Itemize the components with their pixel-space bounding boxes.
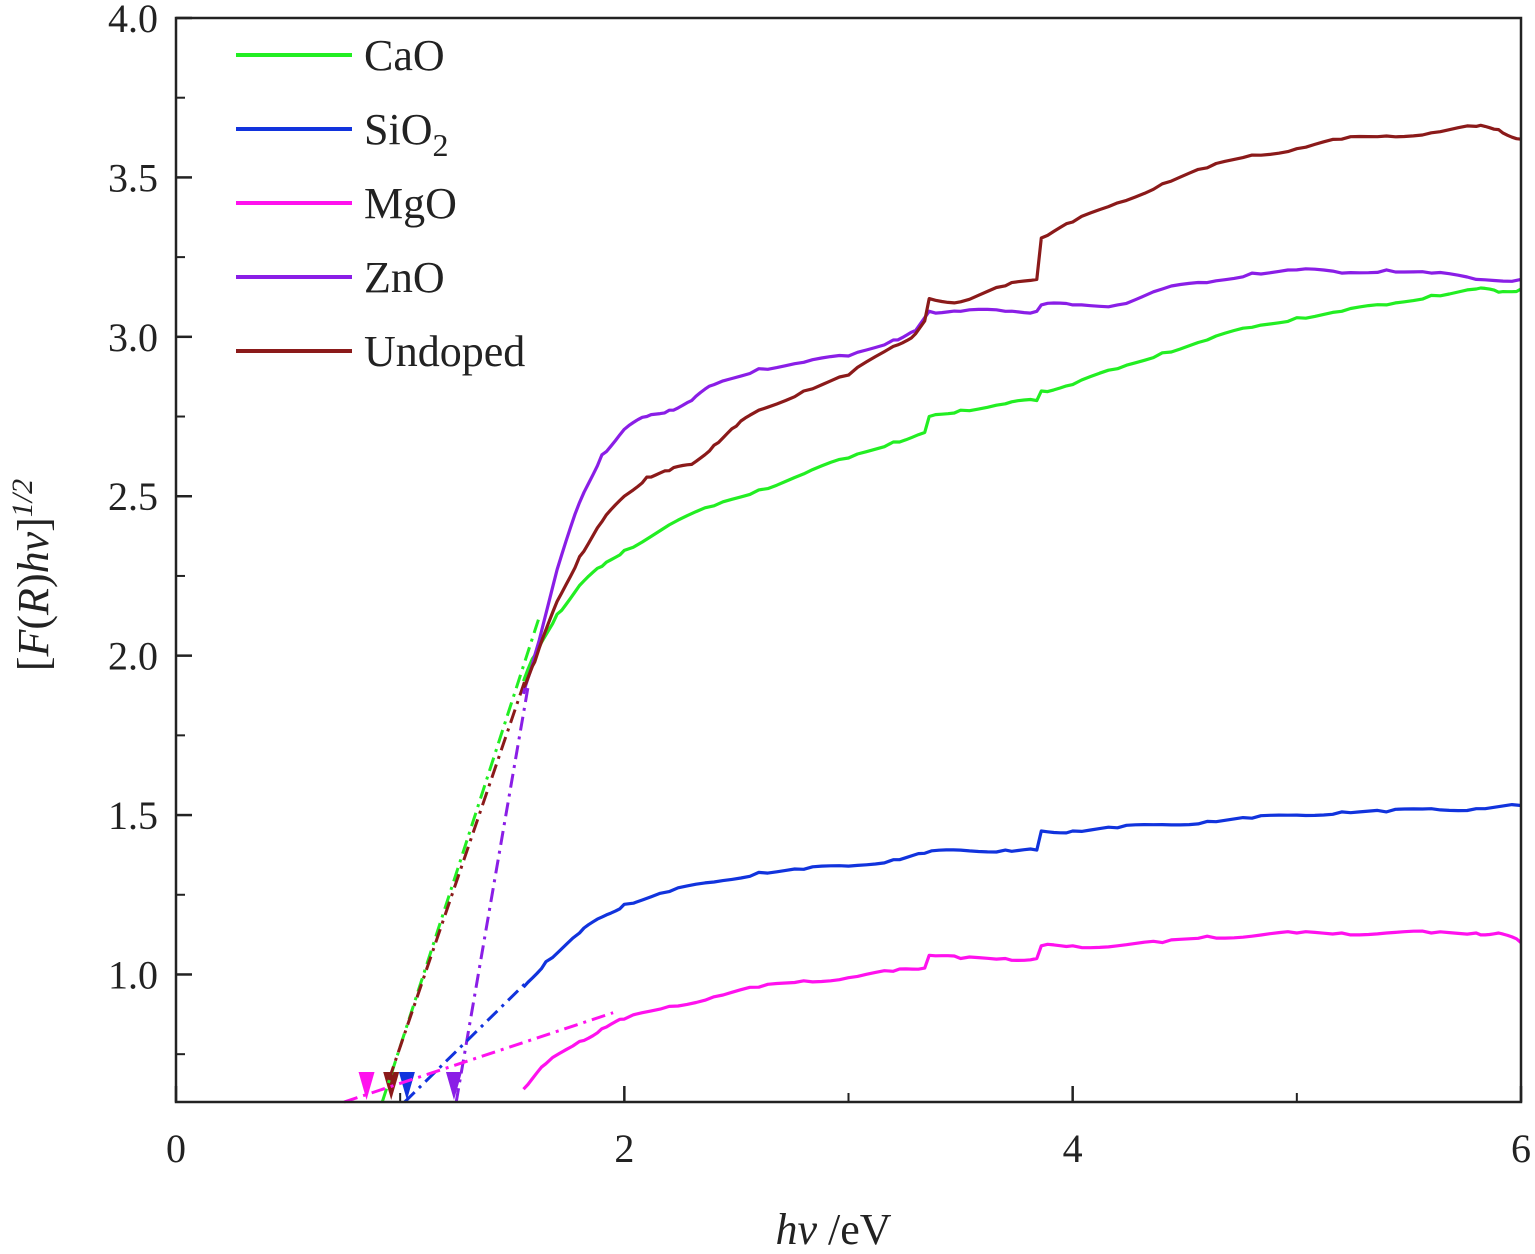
y-tick-label: 1.5 [108,793,158,838]
legend-label-mgo: MgO [364,179,457,228]
x-tick-label: 4 [1063,1126,1083,1171]
y-axis-title-part: F [9,628,58,657]
legend-label-undoped: Undoped [364,327,525,376]
x-tick-label: 6 [1511,1126,1531,1171]
y-tick-label: 3.5 [108,155,158,200]
series-line-zno [521,267,1522,695]
arrow-marker [358,1072,375,1100]
series-line-sio2 [522,803,1522,989]
x-tick-label: 0 [166,1126,186,1171]
y-axis-title-part: R [9,588,58,616]
legend-label-cao: CaO [364,31,445,80]
arrow-marker [445,1072,462,1100]
tangent-line-zno [454,687,530,1103]
y-axis-title-part: hv [9,531,58,573]
x-axis-title-symbol: hv [775,1205,817,1254]
series-line-mgo [522,929,1523,1091]
tangent-line-cao [380,616,541,1103]
y-tick-label: 3.0 [108,315,158,360]
y-axis-title-exponent: 1/2 [6,479,39,517]
data-series [521,123,1523,1091]
y-axis-title: [F(R)hv]1/2 [6,479,58,671]
y-axis-title-part: [ [9,656,58,671]
series-line-undoped [522,123,1522,689]
y-tick-label: 4.0 [108,0,158,41]
y-tick-label: 1.0 [108,952,158,997]
tangent-lines [343,616,614,1104]
tangent-line-mgo [343,1011,614,1104]
legend-label-zno: ZnO [364,253,445,302]
x-axis-title-unit: /eV [817,1205,892,1254]
legend: CaO SiO2 MgO ZnO Undoped [236,31,525,376]
legend-label-sio2: SiO2 [364,105,448,163]
y-axis-title-part: ( [9,615,58,630]
y-axis-title-part: ] [9,517,58,532]
y-axis-title-part: ) [9,573,58,588]
x-tick-label: 2 [614,1126,634,1171]
tangent-line-undoped [387,664,532,1081]
y-tick-label: 2.0 [108,634,158,679]
axis-ticks: 0 2 4 6 1.0 1.5 2.0 2.5 3.0 3.5 4.0 [108,0,1531,1171]
x-axis-title: hv /eV [775,1205,891,1254]
y-tick-label: 2.5 [108,474,158,519]
series-line-cao [522,286,1522,682]
